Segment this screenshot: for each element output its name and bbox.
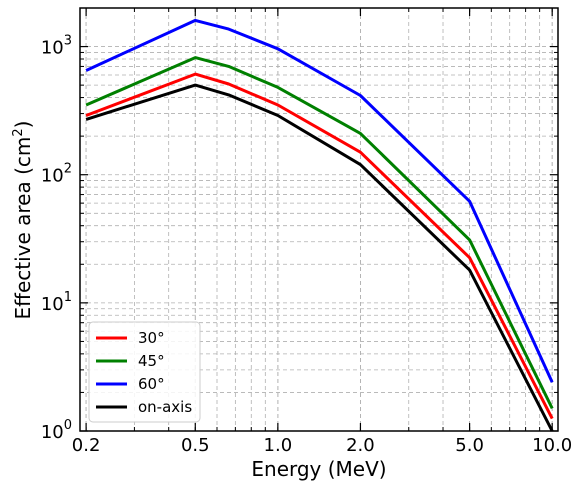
series-line <box>85 83 554 431</box>
series-line <box>85 18 554 383</box>
x-tick-label: 2.0 <box>346 435 375 456</box>
y-tick-label-exp: 0 <box>64 418 72 433</box>
series-line <box>85 72 554 420</box>
plot-frame <box>79 7 559 432</box>
x-tick-label: 10.0 <box>532 435 572 456</box>
y-tick-label-exp: 1 <box>64 290 72 305</box>
legend-label: 30° <box>138 329 165 347</box>
y-axis-label-close: ) <box>11 121 35 129</box>
y-tick-label-exp: 2 <box>64 162 72 177</box>
x-axis-label: Energy (MeV) <box>251 457 386 481</box>
legend-label: on-axis <box>138 398 192 416</box>
x-tick-label: 0.2 <box>72 435 101 456</box>
x-tick-label: 1.0 <box>264 435 293 456</box>
series-line <box>85 56 554 410</box>
series-lines <box>85 18 554 431</box>
legend-label: 60° <box>138 375 165 393</box>
y-tick-label-exp: 3 <box>64 34 72 49</box>
y-tick-label: 102 <box>41 162 72 187</box>
legend-items: 30° 45° 60° on-axis <box>96 329 192 416</box>
y-tick-label-base: 10 <box>41 166 64 187</box>
x-tick-label: 5.0 <box>455 435 484 456</box>
y-axis-label: Effective area (cm2) <box>11 121 35 320</box>
y-axis-label-sup: 2 <box>11 128 26 136</box>
x-tick-label: 0.5 <box>181 435 210 456</box>
legend: 30° 45° 60° on-axis <box>88 321 201 423</box>
y-tick-label-base: 10 <box>41 294 64 315</box>
y-tick-label: 103 <box>41 34 72 59</box>
legend-box <box>88 321 201 423</box>
y-axis-label-main: Effective area (cm <box>11 137 35 320</box>
y-tick-label: 101 <box>41 290 72 315</box>
axis-ticks <box>80 7 558 432</box>
y-tick-label-base: 10 <box>41 422 64 443</box>
y-tick-label: 100 <box>41 418 72 443</box>
legend-label: 45° <box>138 352 165 370</box>
y-tick-label-base: 10 <box>41 38 64 59</box>
